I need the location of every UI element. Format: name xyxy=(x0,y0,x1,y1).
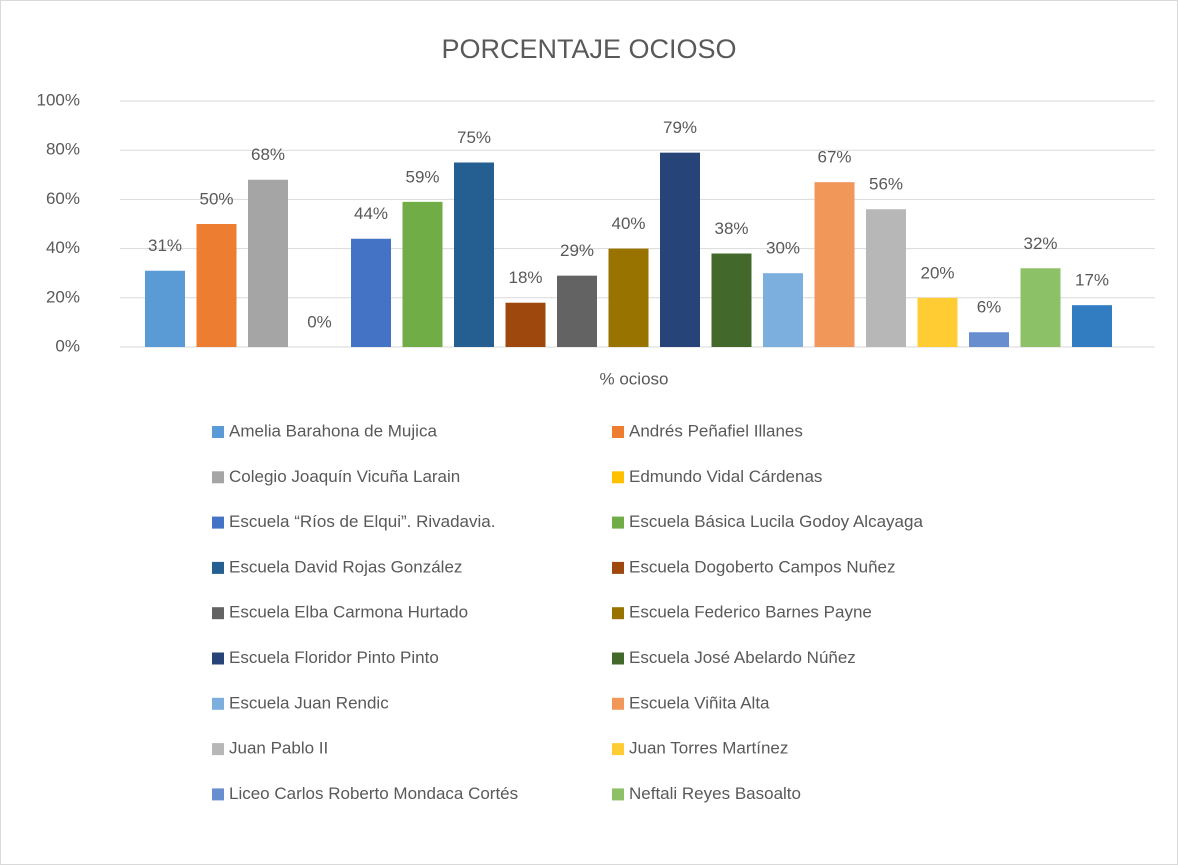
legend-swatch xyxy=(612,607,624,620)
bar xyxy=(608,248,649,347)
data-label: 6% xyxy=(977,298,1002,317)
legend-swatch xyxy=(212,743,224,756)
legend-label: Escuela Dogoberto Campos Nuñez xyxy=(629,557,895,576)
data-label: 18% xyxy=(508,268,542,287)
bar xyxy=(917,297,958,347)
data-label: 17% xyxy=(1075,271,1109,290)
legend-label: Edmundo Vidal Cárdenas xyxy=(629,467,822,486)
bar xyxy=(196,224,237,347)
y-tick-label: 80% xyxy=(46,140,80,159)
bar xyxy=(1072,305,1112,347)
y-tick-label: 0% xyxy=(55,336,80,355)
legend-swatch xyxy=(612,561,624,574)
data-label: 75% xyxy=(457,128,491,147)
legend-label: Escuela Floridor Pinto Pinto xyxy=(229,648,439,667)
legend-swatch xyxy=(612,652,624,665)
legend-label: Amelia Barahona de Mujica xyxy=(229,421,437,440)
legend-swatch xyxy=(612,516,624,529)
bar xyxy=(969,332,1009,347)
legend-label: Escuela “Ríos de Elqui”. Rivadavia. xyxy=(229,512,495,531)
legend-label: Escuela Básica Lucila Godoy Alcayaga xyxy=(629,512,923,531)
legend-swatch xyxy=(212,697,224,710)
bar xyxy=(145,270,185,347)
data-label: 56% xyxy=(869,175,903,194)
legend-label: Escuela Elba Carmona Hurtado xyxy=(229,603,468,622)
legend-swatch xyxy=(212,471,224,484)
legend-swatch xyxy=(612,697,624,710)
legend-swatch xyxy=(212,607,224,620)
legend-swatch xyxy=(612,743,624,756)
chart-title: PORCENTAJE OCIOSO xyxy=(441,34,736,64)
bar xyxy=(557,275,597,347)
legend-label: Escuela David Rojas González xyxy=(229,557,462,576)
legend-swatch xyxy=(212,652,224,665)
y-tick-label: 40% xyxy=(46,238,80,257)
legend-swatch xyxy=(612,788,624,801)
bar xyxy=(866,209,906,347)
bar xyxy=(505,302,546,347)
bar xyxy=(454,162,494,347)
data-label: 0% xyxy=(307,312,332,331)
legend-label: Neftali Reyes Basoalto xyxy=(629,784,801,803)
data-label: 79% xyxy=(663,118,697,137)
legend-label: Escuela Federico Barnes Payne xyxy=(629,603,872,622)
bar xyxy=(763,273,803,347)
legend-swatch xyxy=(612,426,624,438)
data-label: 67% xyxy=(817,148,851,167)
data-label: 30% xyxy=(766,239,800,258)
y-tick-label: 60% xyxy=(46,189,80,208)
data-label: 44% xyxy=(354,204,388,223)
legend-swatch xyxy=(212,426,224,438)
data-label: 38% xyxy=(714,219,748,238)
legend-swatch xyxy=(612,471,624,484)
y-tick-label: 100% xyxy=(37,90,80,109)
legend-label: Andrés Peñafiel Illanes xyxy=(629,421,803,440)
legend-swatch xyxy=(212,516,224,529)
legend-label: Escuela Viñita Alta xyxy=(629,693,770,712)
data-label: 20% xyxy=(920,263,954,282)
legend-label: Escuela José Abelardo Núñez xyxy=(629,648,856,667)
legend-label: Escuela Juan Rendic xyxy=(229,693,389,712)
data-label: 29% xyxy=(560,241,594,260)
bar xyxy=(248,179,288,347)
legend-label: Juan Pablo II xyxy=(229,739,328,758)
data-label: 68% xyxy=(251,145,285,164)
x-tick-label: % ocioso xyxy=(600,369,669,388)
legend-swatch xyxy=(212,561,224,574)
bar xyxy=(814,182,855,347)
bar xyxy=(351,238,391,347)
y-tick-label: 20% xyxy=(46,287,80,306)
legend-label: Juan Torres Martínez xyxy=(629,739,788,758)
bar xyxy=(711,253,752,347)
data-label: 40% xyxy=(611,214,645,233)
data-label: 59% xyxy=(405,167,439,186)
bar xyxy=(1020,268,1061,347)
legend-label: Colegio Joaquín Vicuña Larain xyxy=(229,467,460,486)
bar xyxy=(660,152,700,347)
data-label: 32% xyxy=(1023,234,1057,253)
bar xyxy=(402,201,443,347)
legend-label: Liceo Carlos Roberto Mondaca Cortés xyxy=(229,784,518,803)
data-label: 50% xyxy=(199,189,233,208)
legend-swatch xyxy=(212,788,224,801)
data-label: 31% xyxy=(148,236,182,255)
